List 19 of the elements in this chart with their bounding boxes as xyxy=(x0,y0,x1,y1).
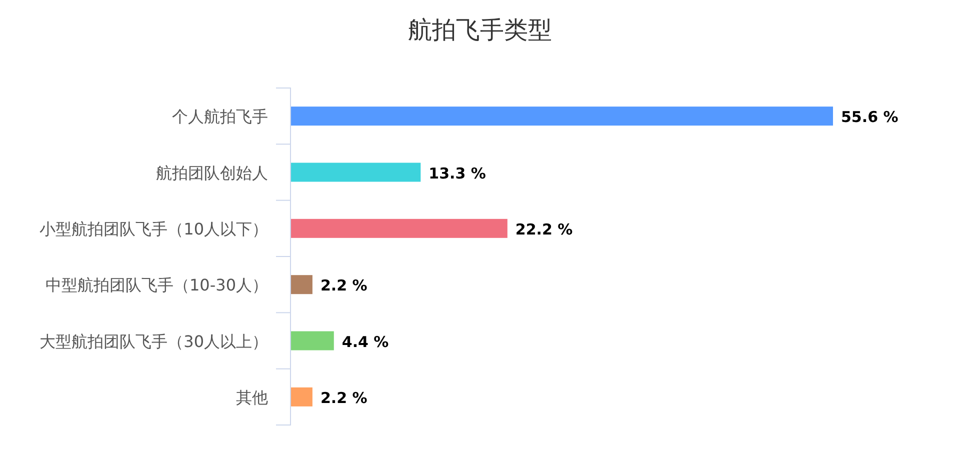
data-label: 4.4 % xyxy=(342,332,389,351)
y-tick-label: 其他 xyxy=(236,388,268,407)
bar xyxy=(291,218,508,238)
y-tick-label: 中型航拍团队飞手（10-30人） xyxy=(46,276,268,295)
y-tick-label: 大型航拍团队飞手（30人以上） xyxy=(40,332,268,351)
y-tick-label: 小型航拍团队飞手（10人以下） xyxy=(40,219,268,238)
bar xyxy=(291,331,334,350)
bar xyxy=(291,162,421,182)
data-label: 2.2 % xyxy=(320,388,368,407)
bar xyxy=(291,275,312,294)
chart-title: 航拍飞手类型 xyxy=(408,16,552,44)
data-label: 55.6 % xyxy=(841,108,898,126)
data-label: 22.2 % xyxy=(515,220,573,238)
data-label: 13.3 % xyxy=(428,164,486,182)
bar xyxy=(291,387,312,406)
data-label: 2.2 % xyxy=(320,276,368,295)
y-tick-label: 航拍团队创始人 xyxy=(156,163,268,182)
y-tick-label: 个人航拍飞手 xyxy=(172,107,268,126)
bar xyxy=(291,106,833,126)
